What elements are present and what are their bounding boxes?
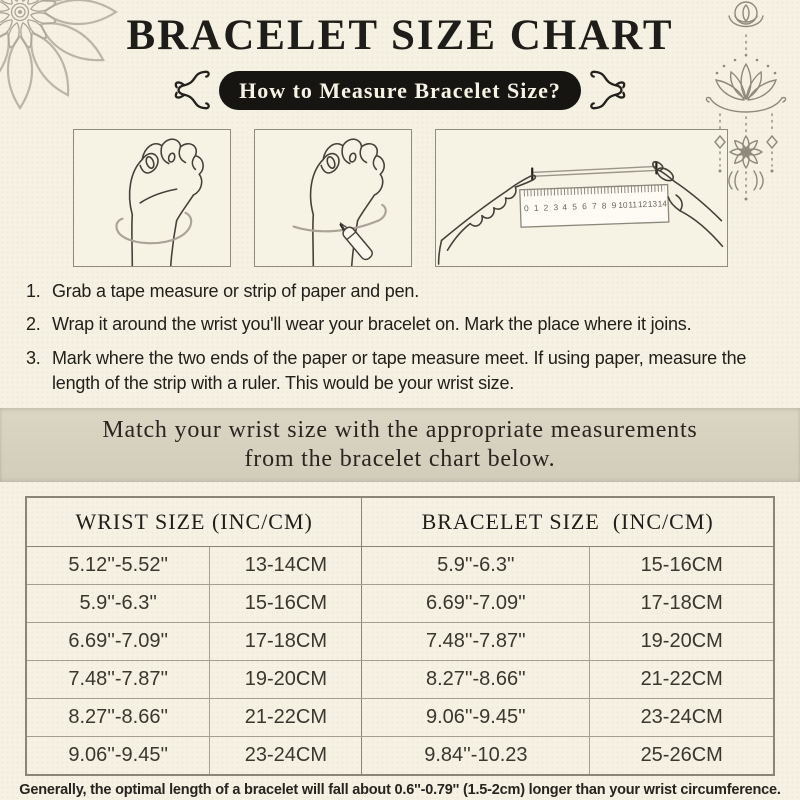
banner-line-2: from the bracelet chart below. (244, 445, 556, 472)
wrist-cm-cell: 17-18CM (209, 621, 363, 661)
ruler-number: 7 (591, 201, 596, 211)
table-row: 8.27''-8.66'' 21-22CM 9.06''-9.45'' 23-2… (25, 697, 775, 737)
bracelet-inch-cell: 8.27''-8.66'' (361, 659, 591, 699)
bracelet-inch-cell: 9.06''-9.45'' (361, 697, 591, 737)
measuring-illustrations: 0 1 2 3 4 5 6 7 8 9 10 11 12 13 (0, 129, 800, 268)
step-1-number: 1. (26, 281, 41, 302)
footnote: Generally, the optimal length of a brace… (19, 781, 781, 798)
ruler-number: 5 (572, 202, 577, 212)
table-row: 5.12''-5.52'' 13-14CM 5.9''-6.3'' 15-16C… (25, 545, 775, 585)
step-2-text: Wrap it around the wrist you'll wear you… (52, 314, 692, 335)
page-title: BRACELET SIZE CHART (126, 12, 674, 59)
ruler-number: 8 (601, 201, 606, 211)
ruler-number: 9 (611, 200, 616, 210)
bracelet-cm-cell: 17-18CM (589, 583, 775, 623)
wrist-cm-cell: 13-14CM (209, 545, 363, 585)
table-row: 6.69''-7.09'' 17-18CM 7.48''-7.87'' 19-2… (25, 621, 775, 661)
ruler-number: 3 (553, 202, 558, 212)
wrist-inch-cell: 8.27''-8.66'' (25, 697, 211, 737)
bracelet-size-header: BRACELET SIZE (INC/CM) (361, 496, 775, 547)
measuring-steps-list: 1. Grab a tape measure or strip of paper… (26, 279, 800, 396)
illustration-mark-wrist-pen (253, 129, 412, 268)
table-row: 5.9''-6.3'' 15-16CM 6.69''-7.09'' 17-18C… (25, 583, 775, 623)
how-to-measure-ribbon: How to Measure Bracelet Size? (0, 67, 800, 113)
flourish-left-icon (174, 70, 210, 110)
bracelet-size-table: WRIST SIZE (INC/CM) BRACELET SIZE (INC/C… (25, 495, 775, 776)
step-3: 3. Mark where the two ends of the paper … (26, 346, 800, 396)
wrist-cm-cell: 21-22CM (209, 697, 363, 737)
wrist-inch-cell: 9.06''-9.45'' (25, 735, 211, 776)
step-3-number: 3. (26, 347, 41, 368)
ruler-number: 6 (581, 201, 586, 211)
wrist-inch-cell: 5.12''-5.52'' (25, 545, 211, 585)
wrist-cm-cell: 23-24CM (209, 735, 363, 776)
wrist-inch-cell: 5.9''-6.3'' (25, 583, 211, 623)
ruler-number: 4 (562, 202, 567, 212)
step-2: 2. Wrap it around the wrist you'll wear … (26, 312, 800, 337)
bracelet-inch-cell: 6.69''-7.09'' (361, 583, 591, 623)
match-size-banner: Match your wrist size with the appropria… (0, 408, 800, 482)
illustration-wrap-tape-wrist (72, 129, 231, 268)
step-2-number: 2. (26, 314, 41, 335)
bracelet-cm-cell: 23-24CM (589, 697, 775, 737)
flourish-right-icon (590, 70, 626, 110)
wrist-inch-cell: 7.48''-7.87'' (25, 659, 211, 699)
illustration-measure-ruler: 0 1 2 3 4 5 6 7 8 9 10 11 12 13 (434, 129, 728, 268)
wrist-inch-cell: 6.69''-7.09'' (25, 621, 211, 661)
ruler-scale: 0 1 2 3 4 5 6 7 8 9 10 11 12 13 (523, 199, 667, 214)
wrist-cm-cell: 15-16CM (209, 583, 363, 623)
step-1: 1. Grab a tape measure or strip of paper… (26, 279, 800, 304)
bracelet-cm-cell: 19-20CM (589, 621, 775, 661)
bracelet-cm-cell: 25-26CM (589, 735, 775, 776)
ruler-number: 1 (533, 203, 538, 213)
bracelet-inch-cell: 9.84''-10.23 (361, 735, 591, 776)
ruler-number: 13 (647, 199, 657, 209)
table-row: 9.06''-9.45'' 23-24CM 9.84''-10.23 25-26… (25, 735, 775, 776)
ribbon-label: How to Measure Bracelet Size? (219, 70, 581, 111)
ruler-number: 12 (637, 199, 647, 209)
ruler-number: 11 (628, 200, 637, 210)
table-row: 7.48''-7.87'' 19-20CM 8.27''-8.66'' 21-2… (25, 659, 775, 699)
banner-line-1: Match your wrist size with the appropria… (102, 417, 698, 444)
ruler-number: 0 (523, 203, 528, 213)
ruler-number: 14 (657, 199, 667, 209)
step-1-text: Grab a tape measure or strip of paper an… (52, 281, 420, 302)
wrist-cm-cell: 19-20CM (209, 659, 363, 699)
bracelet-inch-cell: 5.9''-6.3'' (361, 545, 591, 585)
table-header-row: WRIST SIZE (INC/CM) BRACELET SIZE (INC/C… (25, 496, 775, 547)
bracelet-cm-cell: 21-22CM (589, 659, 775, 699)
bracelet-inch-cell: 7.48''-7.87'' (361, 621, 591, 661)
wrist-size-header: WRIST SIZE (INC/CM) (25, 496, 363, 547)
ruler-number: 2 (543, 203, 548, 213)
ruler-number: 10 (618, 200, 628, 210)
step-3-text: Mark where the two ends of the paper or … (52, 347, 747, 393)
bracelet-cm-cell: 15-16CM (589, 545, 775, 585)
